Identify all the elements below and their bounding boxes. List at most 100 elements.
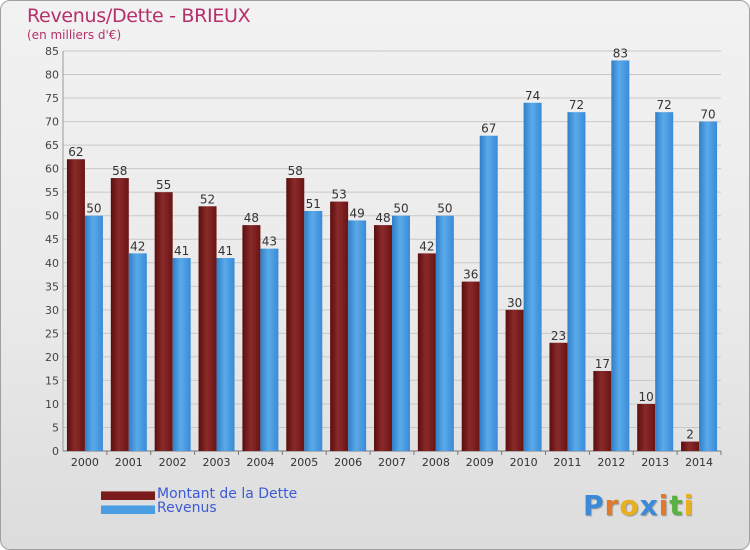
logo-letter: t: [669, 489, 684, 522]
bar-debt: [681, 441, 700, 451]
legend-label-debt: Montant de la Dette: [157, 486, 298, 502]
data-label: 50: [86, 202, 101, 216]
bar-debt: [374, 225, 392, 451]
bar-revenus: [479, 135, 498, 452]
y-tick-label: 10: [45, 398, 59, 411]
x-tick-label: 2002: [159, 456, 187, 469]
bar-debt: [66, 159, 85, 451]
bar-revenus: [655, 112, 674, 452]
y-tick-label: 75: [45, 92, 59, 105]
bar-debt: [593, 371, 612, 451]
x-tick-label: 2001: [115, 456, 143, 469]
x-tick-label: 2009: [466, 456, 494, 469]
bar-revenus: [260, 248, 279, 451]
legend-swatch-revenus: [101, 505, 155, 514]
x-tick-label: 2011: [553, 456, 581, 469]
bar-debt: [198, 206, 217, 451]
bar-debt: [417, 253, 436, 451]
bar-revenus: [699, 121, 718, 452]
y-tick-label: 35: [45, 280, 59, 293]
data-label: 48: [375, 211, 390, 225]
chart-subtitle: (en milliers d'€): [27, 28, 122, 42]
y-tick-label: 25: [45, 327, 59, 340]
bar-revenus: [216, 258, 235, 451]
data-label: 48: [244, 211, 259, 225]
data-label: 17: [595, 357, 610, 371]
bar-revenus: [435, 215, 454, 451]
data-label: 58: [112, 164, 127, 178]
data-label: 67: [481, 122, 496, 136]
legend-swatch-debt: [101, 491, 155, 500]
logo-letter: o: [619, 489, 640, 522]
data-label: 52: [200, 192, 215, 206]
data-label: 72: [657, 98, 672, 112]
y-tick-label: 55: [45, 186, 59, 199]
data-label: 41: [218, 244, 233, 258]
data-label: 49: [349, 206, 364, 220]
x-tick-label: 2010: [510, 456, 538, 469]
logo-letter: i: [658, 489, 670, 522]
data-label: 53: [331, 188, 346, 202]
x-tick-label: 2006: [334, 456, 362, 469]
data-label: 36: [463, 268, 478, 282]
data-label: 74: [525, 89, 540, 103]
data-label: 55: [156, 178, 171, 192]
x-tick-label: 2000: [71, 456, 99, 469]
bar-debt: [461, 281, 480, 451]
bar-debt: [110, 178, 129, 451]
data-label: 70: [700, 108, 715, 122]
y-tick-label: 0: [52, 445, 59, 458]
y-tick-label: 80: [45, 69, 59, 82]
data-label: 50: [393, 202, 408, 216]
logo-letter: x: [639, 489, 659, 522]
bar-revenus: [348, 220, 367, 451]
bars: [66, 60, 718, 452]
x-tick-label: 2005: [290, 456, 318, 469]
data-label: 51: [306, 197, 321, 211]
y-tick-label: 70: [45, 116, 59, 129]
bar-revenus: [523, 102, 542, 451]
x-tick-label: 2007: [378, 456, 406, 469]
bar-revenus: [567, 112, 586, 452]
bar-revenus: [128, 253, 147, 451]
data-label: 43: [262, 235, 277, 249]
bar-debt: [242, 225, 261, 451]
bar-debt: [549, 342, 568, 451]
data-label: 83: [613, 46, 628, 60]
bar-revenus: [304, 211, 323, 451]
logo-letter: i: [683, 489, 695, 522]
x-tick-label: 2008: [422, 456, 450, 469]
bar-revenus: [172, 258, 191, 451]
bar-debt: [154, 192, 173, 452]
bar-debt: [505, 309, 524, 451]
bar-debt: [286, 178, 305, 451]
x-axis-ticks: 2000 2001 2002 2003 2004 2005 2006 2007 2008 2009…: [71, 451, 722, 469]
logo-letter: P: [583, 489, 605, 522]
bar-revenus: [392, 215, 410, 451]
x-tick-label: 2013: [641, 456, 669, 469]
chart-title: Revenus/Dette - BRIEUX: [27, 5, 251, 27]
legend-label-revenus: Revenus: [157, 500, 217, 516]
y-tick-label: 40: [45, 257, 59, 270]
proxiti-logo: Proxiti: [583, 489, 694, 522]
bar-debt: [330, 201, 349, 451]
x-tick-label: 2004: [246, 456, 274, 469]
legend-item-revenus: Revenus: [101, 500, 401, 517]
x-tick-label: 2014: [685, 456, 713, 469]
logo-letter: r: [604, 489, 620, 522]
data-label: 58: [288, 164, 303, 178]
data-label: 10: [639, 390, 654, 404]
y-tick-label: 5: [52, 421, 59, 434]
x-tick-label: 2012: [597, 456, 625, 469]
data-label: 62: [68, 145, 83, 159]
data-label: 72: [569, 98, 584, 112]
bar-revenus: [84, 215, 103, 451]
y-axis-ticks: 0 5 10 15 20 25 30 35 40 45 50 55 60 65 70 75 80 85: [45, 45, 59, 458]
y-tick-label: 30: [45, 304, 59, 317]
data-label: 42: [419, 239, 434, 253]
legend-item-debt: Montant de la Dette: [101, 486, 401, 503]
y-tick-label: 85: [45, 45, 59, 58]
data-label: 50: [437, 202, 452, 216]
